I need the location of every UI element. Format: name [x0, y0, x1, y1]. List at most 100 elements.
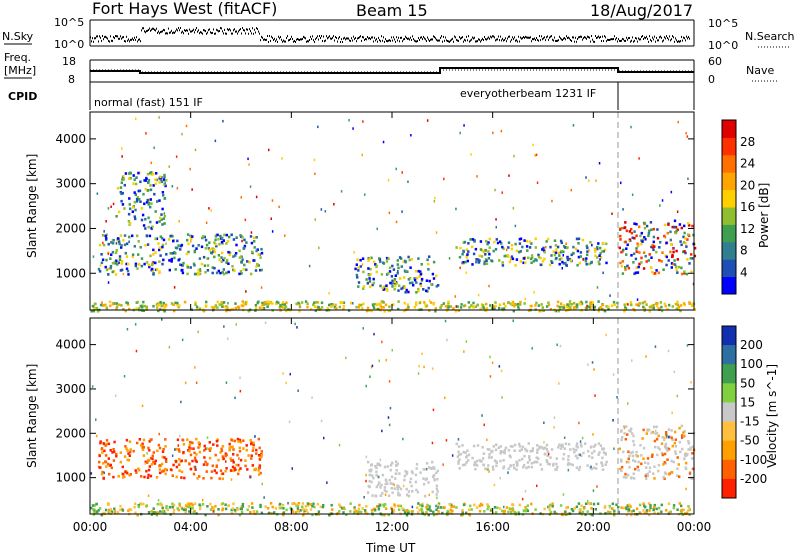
heatmap-cell — [148, 202, 150, 205]
heatmap-cell — [290, 373, 292, 376]
heatmap-cell — [126, 268, 128, 271]
heatmap-cell — [235, 244, 237, 247]
heatmap-cell — [148, 469, 150, 472]
nsky-point — [642, 35, 643, 37]
heatmap-cell — [534, 508, 536, 511]
heatmap-cell — [534, 258, 536, 261]
heatmap-cell — [422, 477, 424, 480]
heatmap-cell — [447, 301, 449, 304]
heatmap-cell — [416, 506, 418, 509]
heatmap-cell — [190, 240, 192, 243]
nsky-point — [541, 35, 542, 37]
nsky-point — [439, 40, 440, 42]
heatmap-cell — [158, 116, 160, 119]
heatmap-cell — [586, 250, 588, 253]
heatmap-cell — [577, 250, 579, 253]
heatmap-cell — [585, 257, 587, 260]
heatmap-cell — [192, 504, 194, 507]
heatmap-cell — [106, 269, 108, 272]
nsky-point — [141, 29, 142, 31]
heatmap-cell — [435, 505, 437, 508]
heatmap-cell — [645, 466, 647, 469]
heatmap-cell — [502, 467, 504, 470]
x-axis-label: Time UT — [365, 541, 416, 554]
heatmap-cell — [531, 254, 533, 257]
nsky-point — [522, 37, 523, 39]
heatmap-cell — [247, 454, 249, 457]
heatmap-cell — [472, 238, 474, 241]
nsky-point — [579, 36, 580, 38]
heatmap-cell — [354, 508, 356, 511]
heatmap-cell — [145, 177, 147, 180]
heatmap-cell — [569, 300, 571, 303]
heatmap-cell — [174, 286, 176, 289]
heatmap-cell — [162, 259, 164, 262]
heatmap-cell — [492, 466, 494, 469]
heatmap-cell — [184, 460, 186, 463]
heatmap-cell — [214, 469, 216, 472]
heatmap-cell — [138, 263, 140, 266]
heatmap-cell — [493, 445, 495, 448]
nsky-point — [328, 36, 329, 38]
heatmap-cell — [236, 508, 238, 511]
nsky-point — [168, 28, 169, 30]
heatmap-cell — [450, 305, 452, 308]
nsky-point — [337, 41, 338, 43]
nsky-point — [210, 31, 211, 33]
nsky-point — [475, 41, 476, 43]
heatmap-cell — [367, 461, 369, 464]
nsky-point — [571, 40, 572, 42]
heatmap-cell — [282, 507, 284, 510]
heatmap-cell — [213, 241, 215, 244]
nsky-point — [578, 36, 579, 38]
heatmap-cell — [223, 257, 225, 260]
nsky-point — [121, 38, 122, 40]
nsky-point — [189, 29, 190, 31]
nsky-point — [108, 40, 109, 42]
nsky-point — [670, 39, 671, 41]
heatmap-cell — [429, 280, 431, 283]
heatmap-cell — [437, 284, 439, 287]
heatmap-cell — [159, 254, 161, 257]
heatmap-cell — [248, 261, 250, 264]
heatmap-cell — [242, 505, 244, 508]
nsky-point — [656, 37, 657, 39]
heatmap-cell — [112, 251, 114, 254]
heatmap-cell — [121, 269, 123, 272]
heatmap-cell — [592, 361, 594, 364]
heatmap-cell — [246, 444, 248, 447]
nsky-point — [120, 35, 121, 37]
nsky-point — [562, 39, 563, 41]
nsky-point — [233, 29, 234, 31]
heatmap-cell — [394, 487, 396, 490]
heatmap-cell — [647, 235, 649, 238]
nsky-point — [267, 35, 268, 37]
heatmap-cell — [157, 503, 159, 506]
heatmap-cell — [198, 503, 200, 506]
heatmap-cell — [590, 301, 592, 304]
heatmap-cell — [330, 305, 332, 308]
nsky-point — [588, 36, 589, 38]
power-panel: 1000200030004000 Slant Range [km] 481216… — [25, 112, 771, 313]
heatmap-cell — [298, 502, 300, 505]
nsky-point — [445, 37, 446, 39]
heatmap-cell — [437, 506, 439, 509]
heatmap-cell — [240, 508, 242, 511]
nsky-point — [116, 35, 117, 37]
heatmap-cell — [205, 247, 207, 250]
heatmap-cell — [124, 244, 126, 247]
heatmap-cell — [217, 238, 219, 241]
heatmap-cell — [280, 507, 282, 510]
heatmap-cell — [651, 271, 653, 274]
heatmap-cell — [582, 452, 584, 455]
heatmap-cell — [238, 250, 240, 253]
nsky-point — [241, 33, 242, 35]
heatmap-cell — [241, 240, 243, 243]
heatmap-cell — [591, 452, 593, 455]
heatmap-cell — [552, 464, 554, 467]
heatmap-cell — [118, 303, 120, 306]
heatmap-cell — [652, 249, 654, 252]
heatmap-cell — [93, 255, 95, 258]
heatmap-cell — [127, 263, 129, 266]
heatmap-cell — [668, 473, 670, 476]
